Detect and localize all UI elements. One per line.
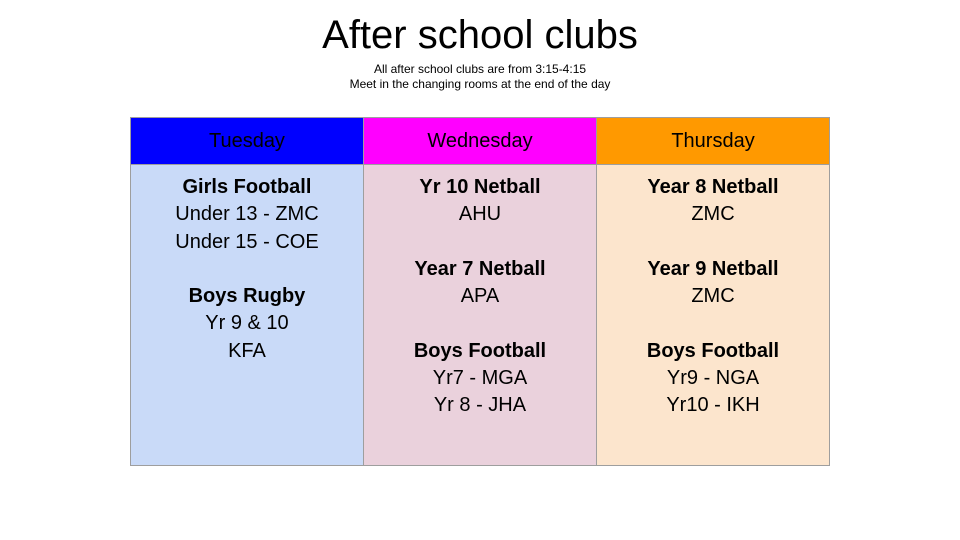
club-group: Boys Rugby Yr 9 & 10 KFA (131, 283, 363, 365)
club-title: Yr 10 Netball (419, 176, 541, 198)
club-detail: ZMC (691, 203, 735, 226)
club-group: Boys Football Yr9 - NGA Yr10 - IKH (597, 338, 829, 420)
club-detail: Under 15 - COE (175, 230, 319, 253)
club-detail: Under 13 - ZMC (175, 203, 319, 226)
club-group: Year 7 Netball APA (364, 256, 596, 311)
clubs-table: Tuesday Wednesday Thursday Girls Football U… (130, 117, 830, 466)
page-title: After school clubs (322, 13, 638, 57)
club-detail: ZMC (691, 285, 735, 308)
club-detail: Yr9 - NGA (666, 367, 760, 390)
header-tuesday: Tuesday (130, 117, 364, 165)
subtitle-line-time: All after school clubs are from 3:15-4:1… (373, 62, 587, 76)
club-group: Yr 10 Netball AHU (364, 174, 596, 229)
subtitle-line-location: Meet in the changing rooms at the end of… (349, 77, 611, 91)
club-title: Year 9 Netball (647, 257, 779, 280)
club-group: Year 8 Netball ZMC (597, 174, 829, 229)
club-detail: Yr 8 - JHA (433, 394, 527, 417)
club-title: Boys Rugby (188, 285, 306, 308)
club-title: Year 8 Netball (647, 176, 779, 198)
club-group: Boys Football Yr7 - MGA Yr 8 - JHA (364, 338, 596, 420)
club-title: Girls Football (182, 176, 312, 198)
club-detail: Yr10 - IKH (666, 394, 760, 417)
header-thursday: Thursday (596, 117, 830, 165)
header-wednesday: Wednesday (362, 117, 598, 165)
club-detail: Yr7 - MGA (432, 367, 528, 390)
cell-wednesday: Yr 10 Netball AHU Year 7 Netball APA Boys Fo… (362, 164, 598, 466)
club-title: Year 7 Netball (414, 257, 546, 280)
club-title: Boys Football (413, 339, 547, 362)
club-title: Boys Football (646, 339, 780, 362)
club-detail: APA (460, 285, 500, 308)
club-detail: KFA (228, 339, 266, 362)
cell-thursday: Year 8 Netball ZMC Year 9 Netball ZMC Boys F… (596, 164, 830, 466)
cell-tuesday: Girls Football Under 13 - ZMC Under 15 - C… (130, 164, 364, 466)
subtitle: All after school clubs are from 3:15-4:1… (0, 62, 960, 92)
club-detail: Yr 9 & 10 (205, 312, 289, 335)
club-group: Year 9 Netball ZMC (597, 256, 829, 311)
club-detail: AHU (458, 203, 502, 226)
club-group: Girls Football Under 13 - ZMC Under 15 - C… (131, 174, 363, 256)
